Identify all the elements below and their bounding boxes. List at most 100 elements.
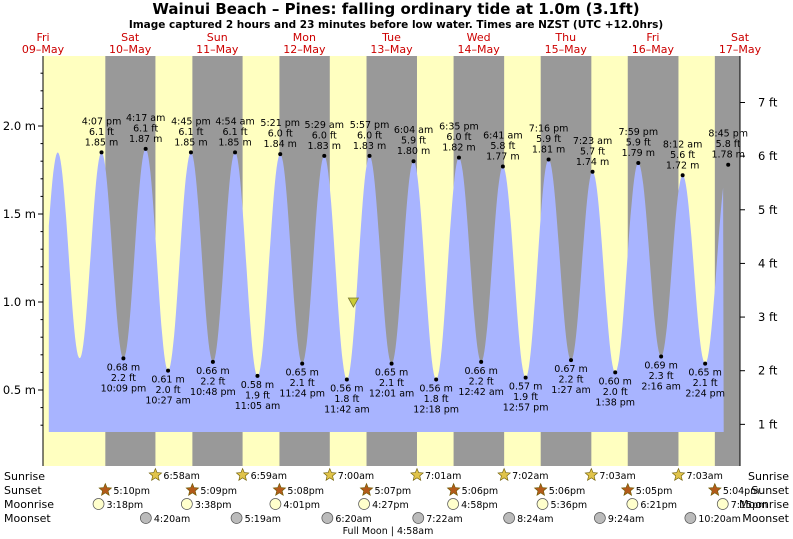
moonrise-icon xyxy=(626,498,639,510)
day-name-label: Fri xyxy=(646,31,659,44)
high-tide-label: 5.8 ft xyxy=(716,139,741,150)
right-axis-tick-label: 3 ft xyxy=(758,310,778,324)
low-tide-label: 10:27 am xyxy=(145,396,190,407)
moonrise-time: 5:36pm xyxy=(551,500,588,511)
low-tide-point xyxy=(659,354,664,359)
day-name-label: Wed xyxy=(467,31,491,44)
sunrise-time: 7:01am xyxy=(425,471,461,482)
row-label-moonrise-left: Moonrise xyxy=(4,498,54,511)
high-tide-point xyxy=(278,152,283,157)
moonrise-icon xyxy=(181,498,193,510)
sunset-time: 5:06pm xyxy=(462,486,499,497)
moonset-icon xyxy=(230,512,243,524)
right-axis-tick-label: 5 ft xyxy=(758,203,778,217)
left-axis-tick-label: 1.5 m xyxy=(3,207,36,221)
high-tide-label: 1.82 m xyxy=(442,143,475,154)
high-tide-label: 6.0 ft xyxy=(357,130,382,141)
high-tide-point xyxy=(680,173,685,178)
moonset-icon xyxy=(684,512,697,524)
moonrise-time: 4:58pm xyxy=(461,500,498,511)
current-tide-marker xyxy=(347,297,360,308)
high-tide-label: 1.87 m xyxy=(129,134,162,145)
moonrise-time: 4:27pm xyxy=(372,500,409,511)
low-tide-point xyxy=(121,356,126,361)
day-name-label: Fri xyxy=(36,31,49,44)
high-tide-point xyxy=(322,153,327,158)
high-tide-label: 8:45 pm xyxy=(708,129,748,140)
day-date-label: 12–May xyxy=(283,43,326,56)
high-tide-label: 1.78 m xyxy=(711,150,744,161)
high-tide-point xyxy=(456,155,461,160)
sunset-time: 5:06pm xyxy=(549,486,586,497)
low-tide-label: 0.56 m xyxy=(330,383,363,394)
low-tide-label: 2.2 ft xyxy=(469,376,494,387)
low-tide-label: 2.2 ft xyxy=(200,376,225,387)
high-tide-label: 6.1 ft xyxy=(133,123,158,134)
sunrise-time: 7:00am xyxy=(338,471,374,482)
high-tide-label: 7:16 pm xyxy=(529,123,569,134)
low-tide-label: 1.9 ft xyxy=(245,390,270,401)
moon-phase-label: Full Moon | 4:58am xyxy=(343,526,434,537)
low-tide-label: 0.67 m xyxy=(554,364,587,375)
sunrise-icon xyxy=(497,467,512,481)
high-tide-label: 4:54 am xyxy=(215,116,254,127)
day-header: Fri09–MaySat10–MaySun11–MayMon12–MayTue1… xyxy=(22,31,762,56)
sunset-icon xyxy=(620,482,635,496)
low-tide-label: 11:05 am xyxy=(235,401,280,412)
row-label-sunset-left: Sunset xyxy=(4,484,42,497)
high-tide-point xyxy=(233,150,238,155)
low-tide-point xyxy=(613,370,618,375)
high-tide-point xyxy=(546,157,551,162)
row-label-moonset-left: Moonset xyxy=(4,512,51,525)
high-tide-label: 6.1 ft xyxy=(223,127,248,138)
high-tide-label: 6.1 ft xyxy=(89,127,114,138)
chart-subtitle: Image captured 2 hours and 23 minutes be… xyxy=(129,19,663,31)
high-tide-label: 5.9 ft xyxy=(401,136,426,147)
high-tide-label: 1.77 m xyxy=(486,151,519,162)
sunset-icon xyxy=(98,482,113,496)
high-tide-label: 5.9 ft xyxy=(626,137,651,148)
left-axis-meters: 0.5 m 1.0 m 1.5 m 2.0 m xyxy=(3,56,44,466)
low-tide-label: 0.65 m xyxy=(688,368,721,379)
sunset-time: 5:05pm xyxy=(636,486,673,497)
low-tide-label: 2.1 ft xyxy=(379,378,404,389)
day-name-label: Sat xyxy=(121,31,140,44)
moonset-icon xyxy=(412,512,425,524)
low-tide-label: 12:18 pm xyxy=(413,404,459,415)
moonset-time: 8:24am xyxy=(517,514,553,525)
low-tide-label: 2.3 ft xyxy=(649,371,674,382)
low-tide-point xyxy=(389,361,394,366)
sunrise-time: 6:59am xyxy=(251,471,287,482)
low-tide-label: 1.8 ft xyxy=(424,394,449,405)
high-tide-label: 5.7 ft xyxy=(580,146,605,157)
low-tide-label: 0.65 m xyxy=(375,368,408,379)
right-axis-tick-label: 4 ft xyxy=(758,256,778,270)
high-tide-label: 1.74 m xyxy=(576,157,609,168)
high-tide-label: 4:45 pm xyxy=(171,116,211,127)
sunset-icon xyxy=(272,482,287,496)
low-tide-point xyxy=(703,361,708,366)
low-tide-label: 0.66 m xyxy=(464,366,497,377)
high-tide-label: 1.84 m xyxy=(264,139,297,150)
moonrise-time: 6:21pm xyxy=(640,500,677,511)
high-tide-point xyxy=(99,150,104,155)
moonset-icon xyxy=(594,512,606,524)
high-tide-label: 8:12 am xyxy=(663,139,702,150)
low-tide-label: 0.61 m xyxy=(151,375,184,386)
low-tide-label: 0.57 m xyxy=(509,382,542,393)
extreme-markers xyxy=(99,146,731,382)
sunrise-time: 7:03am xyxy=(686,471,722,482)
row-label-moonset-right: Moonset xyxy=(742,512,789,525)
sunset-icon xyxy=(185,482,200,496)
day-date-label: 16–May xyxy=(632,43,675,56)
high-tide-point xyxy=(143,146,148,151)
high-tide-point xyxy=(188,150,193,155)
high-tide-label: 1.85 m xyxy=(85,137,118,148)
high-tide-label: 5.8 ft xyxy=(490,141,515,152)
row-label-moonrise-right: Moonrise xyxy=(739,498,789,511)
high-tide-label: 6.0 ft xyxy=(268,129,293,140)
moonset-icon xyxy=(503,512,515,524)
moonrise-icon xyxy=(358,498,370,510)
sunset-time: 5:09pm xyxy=(200,486,237,497)
